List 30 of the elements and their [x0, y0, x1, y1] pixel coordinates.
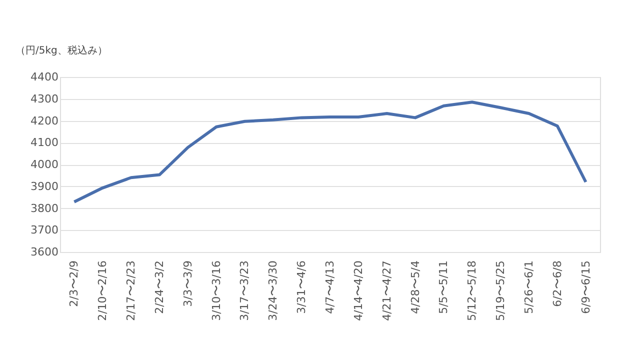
y-axis-title: （円/5kg、税込み）	[16, 44, 108, 56]
y-tick-label: 4100	[30, 136, 58, 150]
y-tick-label: 4200	[30, 114, 58, 128]
x-tick-label: 2/17〜2/23	[124, 260, 138, 321]
line-series	[72, 100, 588, 204]
y-tick-label: 4300	[30, 92, 58, 106]
x-tick-label: 3/3〜3/9	[181, 260, 194, 307]
y-tick-label: 4400	[30, 70, 58, 84]
x-tick-label: 5/5〜5/11	[437, 260, 450, 314]
x-tick-label: 2/3〜2/9	[68, 260, 81, 307]
y-tick-label: 4000	[30, 158, 58, 171]
x-tick-label: 4/14〜4/20	[352, 260, 365, 321]
x-tick-label: 5/19〜5/25	[494, 260, 508, 321]
x-tick-label: 3/10〜3/16	[210, 260, 223, 321]
x-tick-label: 5/26〜6/1	[522, 260, 536, 314]
y-tick-label: 3600	[30, 246, 58, 258]
x-tick-label: 3/17〜3/23	[238, 260, 252, 321]
x-tick-label: 2/24〜3/2	[152, 260, 166, 314]
x-tick-label: 2/10〜2/16	[96, 260, 110, 321]
x-tick-label: 6/9〜6/15	[579, 260, 592, 314]
x-tick-label: 5/12〜5/18	[466, 260, 479, 321]
x-tick-label: 4/28〜5/4	[408, 260, 422, 314]
x-tick-label: 3/24〜3/30	[266, 260, 280, 321]
y-tick-label: 3700	[30, 224, 58, 237]
y-tick-label: 3800	[30, 202, 58, 215]
x-tick-label: 6/2〜6/8	[550, 260, 564, 307]
x-tick-label: 4/7〜4/13	[324, 260, 336, 314]
x-tick-label: 3/31〜4/6	[295, 260, 308, 314]
y-tick-label: 3900	[30, 180, 58, 193]
x-tick-label: 4/21〜4/27	[380, 260, 394, 321]
